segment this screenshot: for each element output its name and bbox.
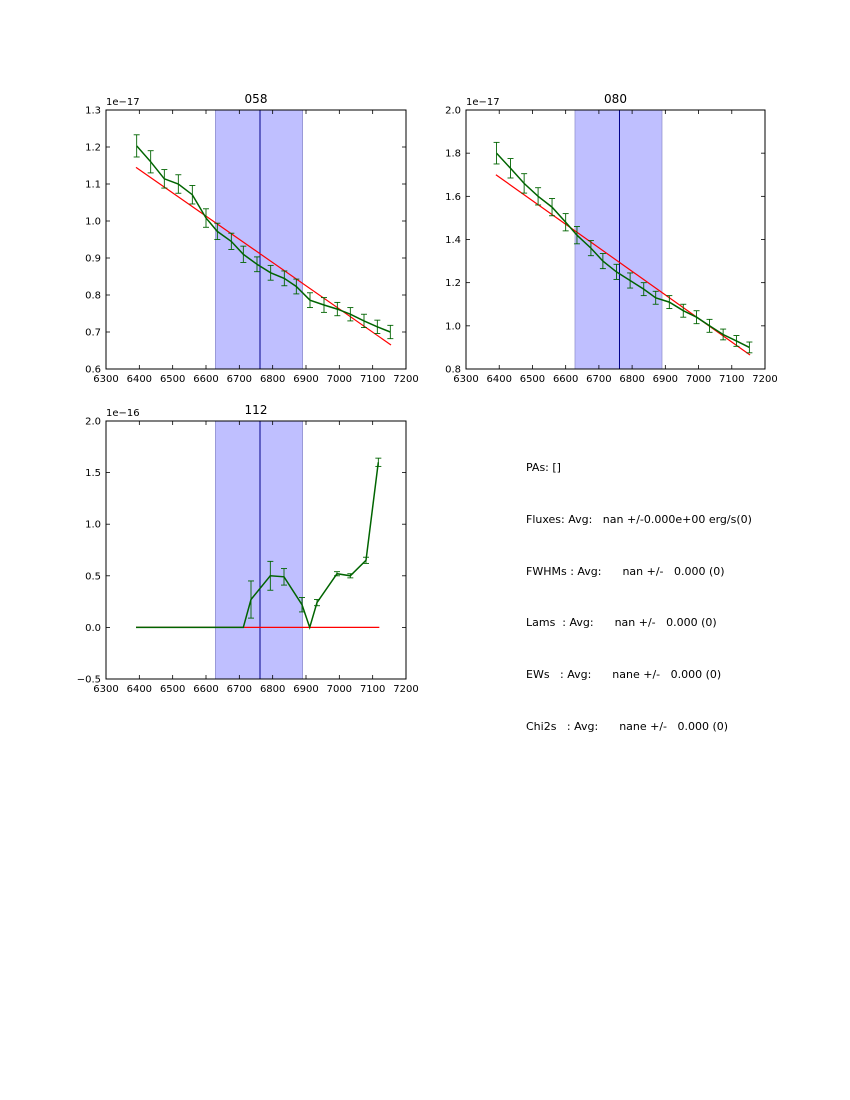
axes-frame <box>105 109 407 370</box>
y-tick-label: 1.6 <box>445 192 461 203</box>
y-tick-label: 0.8 <box>85 291 101 302</box>
y-offset-label: 1e−17 <box>106 97 140 108</box>
y-tick-label: 0.9 <box>85 254 101 265</box>
stats-fluxes: Fluxes: Avg: nan +/-0.000e+00 erg/s(0) <box>526 512 752 526</box>
x-tick-label: 6600 <box>193 374 218 385</box>
chart-title: 080 <box>604 92 627 106</box>
x-tick-label: 6500 <box>520 374 545 385</box>
y-tick-label: 1.3 <box>85 106 101 117</box>
x-tick-label: 6800 <box>619 374 644 385</box>
stats-lams: Lams : Avg: nan +/- 0.000 (0) <box>526 616 717 630</box>
y-tick-label: −0.5 <box>77 675 101 686</box>
y-tick-label: 2.0 <box>85 417 101 428</box>
plot-area <box>133 110 394 369</box>
plot-area <box>136 421 382 679</box>
x-tick-label: 7200 <box>393 374 418 385</box>
x-tick-label: 7000 <box>686 374 711 385</box>
plot-area <box>493 110 753 369</box>
x-tick-label: 7100 <box>360 684 385 695</box>
x-tick-label: 6800 <box>260 684 285 695</box>
x-tick-label: 6500 <box>160 374 185 385</box>
fit-line <box>135 166 392 346</box>
axes-frame <box>105 420 407 680</box>
y-offset-label: 1e−16 <box>106 408 140 419</box>
x-tick-label: 6300 <box>93 684 118 695</box>
x-tick-label: 6300 <box>453 374 478 385</box>
x-tick-label: 7200 <box>752 374 777 385</box>
stats-fwhms: FWHMs : Avg: nan +/- 0.000 (0) <box>526 564 725 578</box>
x-tick-label: 6600 <box>553 374 578 385</box>
x-tick-label: 7100 <box>360 374 385 385</box>
y-tick-label: 1.0 <box>445 321 461 332</box>
x-tick-label: 6700 <box>586 374 611 385</box>
chart-title: 112 <box>245 403 268 417</box>
y-offset-label: 1e−17 <box>466 97 500 108</box>
shaded-band <box>574 110 663 369</box>
y-tick-label: 0.0 <box>85 623 101 634</box>
x-tick-label: 6800 <box>260 374 285 385</box>
y-tick-label: 1.0 <box>85 217 101 228</box>
stats-panel: PAs: [] Fluxes: Avg: nan +/-0.000e+00 er… <box>526 429 752 753</box>
x-tick-label: 7100 <box>719 374 744 385</box>
x-tick-label: 6600 <box>193 684 218 695</box>
stats-ews: EWs : Avg: nane +/- 0.000 (0) <box>526 668 722 682</box>
y-tick-label: 1.2 <box>445 278 461 289</box>
y-tick-label: 0.8 <box>445 365 461 376</box>
y-tick-label: 1.5 <box>85 468 101 479</box>
x-tick-label: 7200 <box>393 684 418 695</box>
y-tick-label: 0.5 <box>85 571 101 582</box>
chart-title: 058 <box>245 92 268 106</box>
x-tick-label: 6300 <box>93 374 118 385</box>
x-tick-label: 7000 <box>327 374 352 385</box>
x-tick-label: 6400 <box>127 374 152 385</box>
y-tick-label: 2.0 <box>445 106 461 117</box>
x-tick-label: 6400 <box>127 684 152 695</box>
y-tick-label: 1.2 <box>85 143 101 154</box>
x-tick-label: 6400 <box>486 374 511 385</box>
x-tick-label: 7000 <box>327 684 352 695</box>
x-tick-label: 6900 <box>293 684 318 695</box>
x-tick-label: 6700 <box>227 374 252 385</box>
x-tick-label: 6700 <box>227 684 252 695</box>
stats-pas: PAs: [] <box>526 461 561 474</box>
data-line <box>136 145 391 333</box>
x-tick-label: 6500 <box>160 684 185 695</box>
y-tick-label: 1.4 <box>445 235 461 246</box>
y-tick-label: 0.7 <box>85 328 101 339</box>
stats-chi2s: Chi2s : Avg: nane +/- 0.000 (0) <box>526 719 729 733</box>
chart-058: 6300 6400 6500 6600 6700 6800 6900 7000 7100 7200… <box>85 92 419 385</box>
y-tick-label: 1.0 <box>85 520 101 531</box>
y-tick-label: 1.1 <box>85 180 101 191</box>
chart-080: 6300 6400 6500 6600 6700 6800 6900 7000 7100 7200… <box>445 92 778 385</box>
shaded-band <box>215 421 303 679</box>
data-line <box>496 152 750 349</box>
x-tick-label: 6900 <box>293 374 318 385</box>
y-tick-label: 1.8 <box>445 149 461 160</box>
x-tick-label: 6900 <box>653 374 678 385</box>
y-tick-label: 0.6 <box>85 365 101 376</box>
chart-112: 6300 6400 6500 6600 6700 6800 6900 7000 7100 7200… <box>77 403 419 695</box>
